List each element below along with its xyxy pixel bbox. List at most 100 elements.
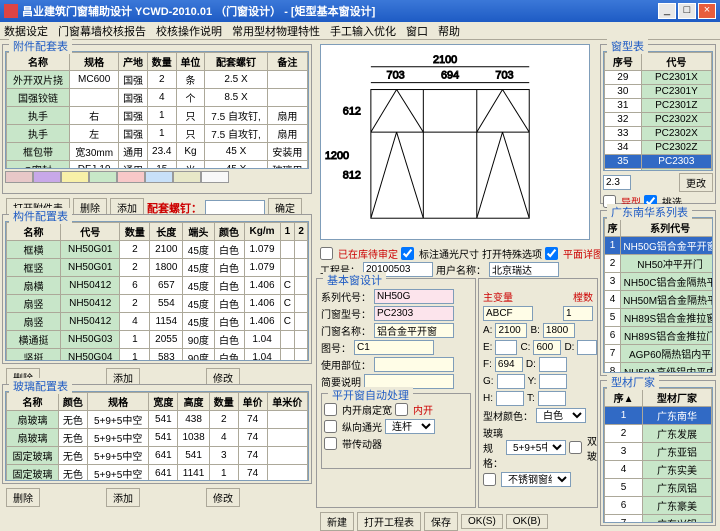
screen-select[interactable]: 不锈钢窗纱 <box>501 472 571 487</box>
g-input[interactable] <box>497 374 525 389</box>
open-proj-button[interactable]: 打开工程表 <box>357 512 421 531</box>
plan-check[interactable] <box>545 247 558 260</box>
oks-button[interactable]: OK(S) <box>461 514 503 529</box>
dim-check[interactable] <box>401 247 414 260</box>
type-input[interactable] <box>374 306 454 321</box>
table-row[interactable]: 横通挺NH50G031205590度白色1.04 <box>7 331 308 349</box>
table-row[interactable]: 6NH89S铝合金推拉门 <box>605 327 714 345</box>
table-row[interactable]: 固定玻璃无色5+9+5中空641541374 <box>7 447 308 465</box>
menu-item[interactable]: 窗口 <box>406 23 428 39</box>
t-input[interactable] <box>538 391 566 406</box>
makers-table[interactable]: 序▲型材厂家1广东南华2广东发展3广东亚铝4广东实美5广东凤铝6广东豪美7广东兴… <box>604 388 712 523</box>
menu-item[interactable]: 帮助 <box>438 23 460 39</box>
d2-input[interactable] <box>539 357 567 372</box>
table-row[interactable]: 34PC2302Z <box>605 141 712 155</box>
menu-item[interactable]: 门窗幕墙校核报告 <box>58 23 146 39</box>
window-title: 昌业建筑门窗辅助设计 YCWD-2010.01 （门窗设计） - [矩型基本窗设… <box>22 3 656 19</box>
mod-glass-button[interactable]: 修改 <box>206 488 240 507</box>
lib-check[interactable] <box>320 247 333 260</box>
table-row[interactable]: 执手左国强1只7.5 自攻钉,扇用 <box>7 125 308 143</box>
fig-input[interactable] <box>354 340 434 355</box>
table-row[interactable]: 29PC2301X <box>605 71 712 85</box>
menu-item[interactable]: 手工输入优化 <box>330 23 396 39</box>
table-row[interactable]: 框横NH50G012210045度白色1.079 <box>7 241 308 259</box>
series2-table[interactable]: 序系列代号1NH50G铝合金平开窗2NH50冲平开门3NH50C铝合金隔热平4N… <box>604 218 713 373</box>
menu-item[interactable]: 常用型材物理特性 <box>232 23 320 39</box>
table-row[interactable]: O密封DFJ-19通用15米45 X玻璃用 <box>7 161 308 170</box>
table-row[interactable]: 1广东南华 <box>605 407 712 425</box>
inner-pane-check[interactable] <box>324 403 337 416</box>
double-check[interactable] <box>569 441 582 454</box>
table-row[interactable]: 扇玻璃无色5+9+5中空5411038474 <box>7 429 308 447</box>
table-row[interactable]: 扇竖NH50412255445度白色1.406C <box>7 295 308 313</box>
table-row[interactable]: 32PC2302X <box>605 113 712 127</box>
mat-color-select[interactable]: 白色 <box>536 408 586 423</box>
vert-check[interactable] <box>324 420 337 433</box>
table-row[interactable]: 3广东亚铝 <box>605 443 712 461</box>
component-panel: 构件配置表 名称代号数量长度端头颜色Kg/m12框横NH50G012210045… <box>2 214 312 364</box>
table-row[interactable]: 框竖NH50G012180045度白色1.079 <box>7 259 308 277</box>
table-row[interactable]: 扇玻璃无色5+9+5中空541438274 <box>7 411 308 429</box>
pos-input[interactable] <box>374 357 454 372</box>
b-input[interactable] <box>543 323 575 338</box>
match-input[interactable] <box>205 200 265 215</box>
table-row[interactable]: 3NH50C铝合金隔热平 <box>605 273 714 291</box>
proj-user-input[interactable] <box>489 262 559 277</box>
table-row[interactable]: 扇竖NH504124115445度白色1.406C <box>7 313 308 331</box>
e-input[interactable] <box>495 340 517 355</box>
vert-select[interactable]: 连杆 <box>385 419 435 434</box>
table-row[interactable]: 5NH89S铝合金推拉窗 <box>605 309 714 327</box>
table-row[interactable]: 扇横NH50412665745度白色1.406C <box>7 277 308 295</box>
table-row[interactable]: 5广东凤铝 <box>605 479 712 497</box>
max-button[interactable]: □ <box>678 3 696 19</box>
del-glass-button[interactable]: 删除 <box>6 488 40 507</box>
y-input[interactable] <box>539 374 567 389</box>
glass-spec-select[interactable]: 5+9+5中空 <box>506 440 566 455</box>
inner-check[interactable] <box>395 403 408 416</box>
table-row[interactable]: 竖挺NH50G04158390度白色1.04 <box>7 349 308 362</box>
table-row[interactable]: 31PC2301Z <box>605 99 712 113</box>
table-row[interactable]: 框包带宽30mm通用23.4Kg45 X安装用 <box>7 143 308 161</box>
save-button[interactable]: 保存 <box>424 512 458 531</box>
table-row[interactable]: 30PC2301Y <box>605 85 712 99</box>
table-row[interactable]: 8NH50A高级铝内平内 <box>605 363 714 374</box>
qty-input[interactable] <box>563 306 593 321</box>
d-input[interactable] <box>577 340 597 355</box>
table-row[interactable]: 2广东发展 <box>605 425 712 443</box>
okb-button[interactable]: OK(B) <box>506 514 548 529</box>
table-row[interactable]: 国强铰链国强4个8.5 X <box>7 89 308 107</box>
c-input[interactable] <box>533 340 561 355</box>
screen-check[interactable] <box>483 473 496 486</box>
menu-item[interactable]: 校核操作说明 <box>156 23 222 39</box>
table-row[interactable]: 4NH50M铝合金隔热平 <box>605 291 714 309</box>
table-row[interactable]: 固定玻璃无色5+9+5中空6411141174 <box>7 465 308 482</box>
basic-panel: 基本窗设计 系列代号： 门窗型号： 门窗名称： 图号： 使用部位： 简要说明 平… <box>316 278 476 508</box>
table-row[interactable]: 执手右国强1只7.5 自攻钉,扇用 <box>7 107 308 125</box>
table-row[interactable]: 7AGP60隔热铝内平 <box>605 345 714 363</box>
series-val-input[interactable] <box>603 175 631 190</box>
table-row[interactable]: 2NH50冲平开门 <box>605 255 714 273</box>
var-input[interactable] <box>483 306 533 321</box>
table-row[interactable]: 36PC3102 <box>605 169 712 172</box>
table-row[interactable]: 外开双片挠MC600国强2条2.5 X <box>7 71 308 89</box>
add-glass-button[interactable]: 添加 <box>106 488 140 507</box>
series-list-table[interactable]: 序号代号29PC2301X30PC2301Y31PC2301Z32PC2302X… <box>604 52 712 171</box>
a-input[interactable] <box>495 323 527 338</box>
f-input[interactable] <box>495 357 523 372</box>
table-row[interactable]: 4广东实美 <box>605 461 712 479</box>
table-row[interactable]: 7广东兴铝 <box>605 515 712 524</box>
menu-item[interactable]: 数据设定 <box>4 23 48 39</box>
table-row[interactable]: 33PC2302X <box>605 127 712 141</box>
series-input[interactable] <box>374 289 454 304</box>
name-input[interactable] <box>374 323 454 338</box>
svg-text:1200: 1200 <box>325 150 349 162</box>
close-button[interactable]: × <box>698 3 716 19</box>
table-row[interactable]: 1NH50G铝合金平开窗 <box>605 237 714 255</box>
min-button[interactable]: _ <box>658 3 676 19</box>
table-row[interactable]: 6广东豪美 <box>605 497 712 515</box>
change-button[interactable]: 更改 <box>679 173 713 192</box>
table-row[interactable]: 35PC2303 <box>605 155 712 169</box>
h-input[interactable] <box>496 391 524 406</box>
new-button[interactable]: 新建 <box>320 512 354 531</box>
drive-check[interactable] <box>324 437 337 450</box>
